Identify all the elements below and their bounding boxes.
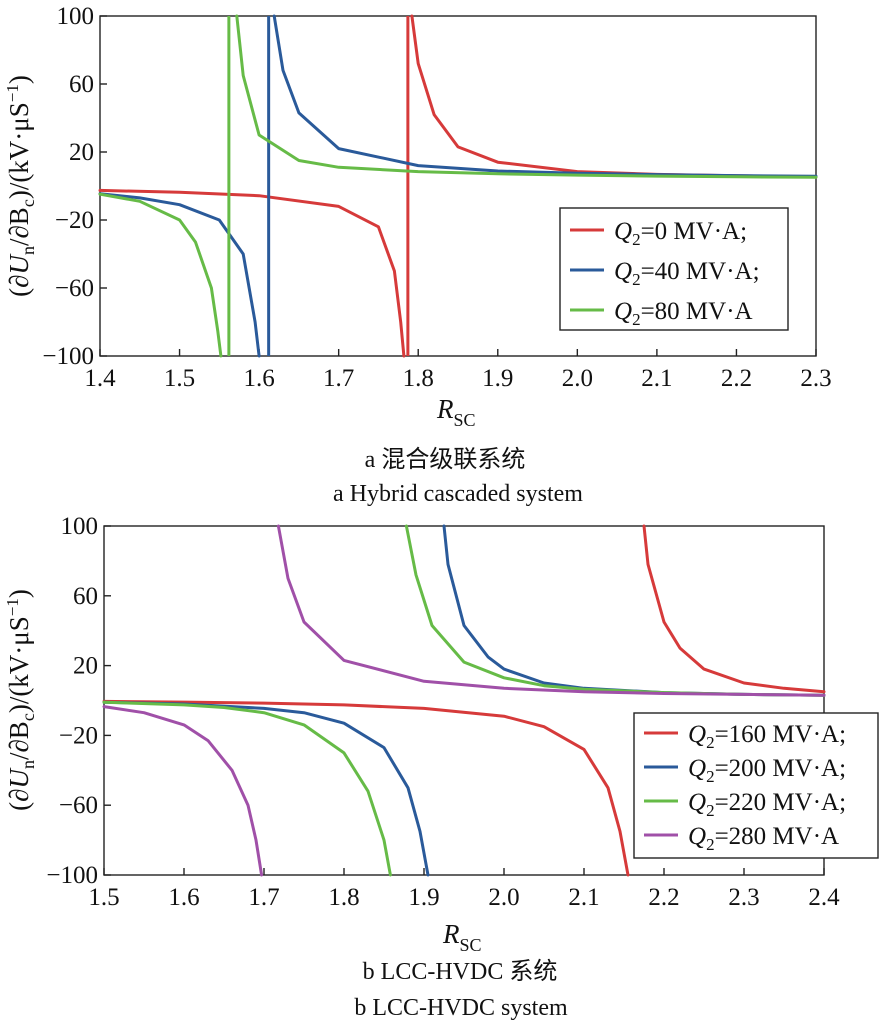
series-1-right-branch-line [642, 524, 826, 694]
x-tick-label: 2.1 [568, 884, 599, 911]
panel-a: −100 −60 −20 20 60 100 1.4 1.5 1.6 1.7 1.8 1.9 2.0 2… [3, 3, 832, 507]
panel-b-legend-entries: Q2=160 MV·A;Q2=200 MV·A;Q2=220 MV·A;Q2=2… [644, 721, 846, 854]
y-tick-label: −60 [59, 792, 98, 819]
x-tick-label: 2.2 [721, 365, 752, 392]
series-3-left-branch-line [102, 700, 392, 877]
x-tick-label: 2.2 [648, 884, 679, 911]
x-tick-label: 1.5 [164, 365, 195, 392]
series-1-left-branch-line [98, 188, 406, 358]
panel-a-caption-zh: a 混合级联系统 [365, 446, 526, 473]
legend-label: Q2=220 MV·A; [688, 789, 846, 820]
panel-a-caption-en: a Hybrid cascaded system [333, 481, 583, 507]
series-3-left-branch-line [98, 192, 223, 358]
legend-label: Q2=40 MV·A; [614, 258, 760, 289]
legend-label: Q2=80 MV·A [614, 298, 753, 329]
series-2-left-branch-line [98, 192, 261, 358]
panel-b-y-axis-label: (∂Un/∂Bc)/(kV·μS−1) [3, 589, 38, 811]
x-tick-label: 2.0 [488, 884, 519, 911]
panel-a-y-ticks: −100 −60 −20 20 60 100 [42, 3, 107, 370]
y-tick-label: −20 [59, 722, 98, 749]
legend-label: Q2=280 MV·A [688, 823, 839, 854]
legend-label: Q2=160 MV·A; [688, 721, 846, 752]
panel-b-y-ticks: −100 −60 −20 20 60 100 [46, 513, 111, 889]
y-tick-label: −60 [55, 275, 94, 302]
x-tick-label: 2.0 [562, 365, 593, 392]
series-2-left-branch-line [102, 700, 430, 877]
y-tick-label: −20 [55, 207, 94, 234]
y-tick-label: −100 [46, 862, 98, 889]
x-tick-label: 2.3 [800, 365, 831, 392]
x-tick-label: 1.4 [84, 365, 116, 392]
x-tick-label: 1.8 [403, 365, 434, 392]
y-tick-label: −100 [42, 343, 94, 370]
legend-label: Q2=200 MV·A; [688, 755, 846, 786]
series-3-right-branch-line [404, 524, 826, 697]
x-tick-label: 1.5 [88, 884, 119, 911]
x-tick-label: 2.4 [808, 884, 840, 911]
series-1-right-branch-line [410, 14, 818, 179]
y-tick-label: 60 [69, 71, 94, 98]
x-tick-label: 1.7 [323, 365, 354, 392]
panel-b-caption-en: b LCC-HVDC system [354, 995, 568, 1021]
panel-a-x-ticks: 1.4 1.5 1.6 1.7 1.8 1.9 2.0 2.1 2.2 2.3 [84, 349, 832, 392]
y-tick-label: 60 [73, 583, 98, 610]
panel-b-series [102, 524, 826, 877]
panel-a-legend-entries: Q2=0 MV·A; Q2=40 MV·A; Q2=80 MV·A [570, 218, 760, 329]
panel-a-y-axis-label: (∂Un/∂Bc)/(kV·μS−1) [3, 75, 38, 297]
panel-b-legend: Q2=160 MV·A;Q2=200 MV·A;Q2=220 MV·A;Q2=2… [633, 712, 879, 859]
x-tick-label: 1.8 [328, 884, 359, 911]
panel-a-x-axis-label: RSC [436, 394, 476, 430]
x-tick-label: 2.3 [728, 884, 759, 911]
y-tick-label: 20 [73, 653, 98, 680]
panel-b-x-axis-label: RSC [442, 919, 482, 955]
x-tick-label: 1.9 [408, 884, 439, 911]
y-tick-label: 100 [61, 513, 99, 540]
x-tick-label: 1.6 [168, 884, 199, 911]
panel-b-caption-zh: b LCC-HVDC 系统 [363, 958, 558, 985]
series-2-right-branch-line [442, 524, 826, 697]
series-4-right-branch-line [276, 524, 826, 697]
panel-a-plot-frame [99, 15, 817, 357]
panel-b: −100 −60 −20 20 60 100 1.5 1.6 1.7 1.8 1.9 2.0 2.1 2… [3, 513, 879, 1021]
panel-a-series [98, 14, 818, 358]
series-3-right-branch-line [235, 14, 818, 179]
series-1-left-branch-line [102, 699, 630, 877]
panel-a-legend: Q2=0 MV·A; Q2=40 MV·A; Q2=80 MV·A [559, 207, 789, 331]
x-tick-label: 2.1 [641, 365, 672, 392]
y-tick-label: 100 [57, 3, 95, 30]
panel-b-x-ticks: 1.5 1.6 1.7 1.8 1.9 2.0 2.1 2.2 2.3 2.4 [88, 868, 840, 911]
x-tick-label: 1.9 [482, 365, 513, 392]
x-tick-label: 1.7 [248, 884, 279, 911]
series-4-left-branch-line [102, 705, 264, 877]
x-tick-label: 1.6 [243, 365, 274, 392]
legend-label: Q2=0 MV·A; [614, 218, 747, 249]
series-2-right-branch-line [272, 14, 818, 178]
y-tick-label: 20 [69, 139, 94, 166]
